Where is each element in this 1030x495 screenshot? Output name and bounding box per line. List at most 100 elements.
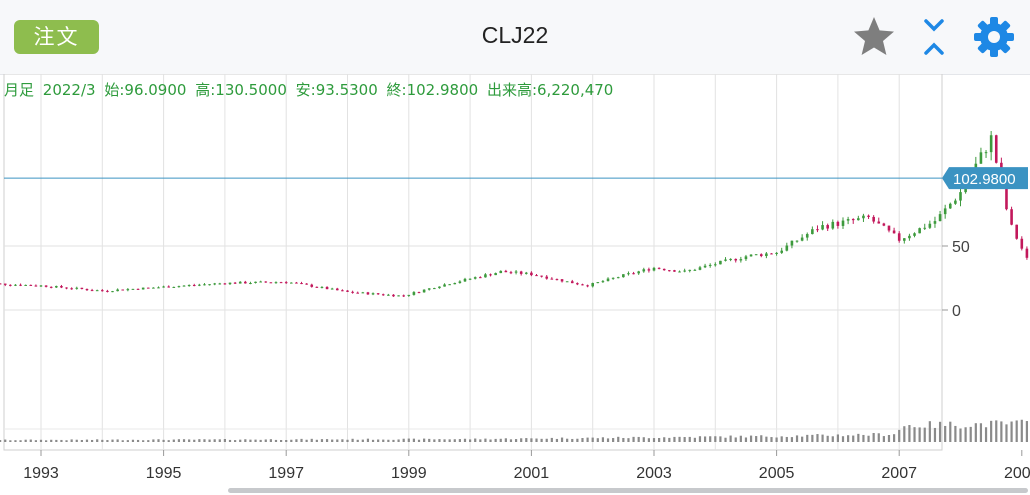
candle-body: [443, 284, 446, 287]
candle-body: [361, 292, 365, 294]
volume-bar: [739, 435, 742, 442]
candle-body: [749, 254, 753, 257]
x-tick-label: 2007: [881, 465, 917, 482]
plot-area: [3, 74, 943, 451]
volume-bar: [658, 437, 661, 442]
candle-body: [376, 293, 380, 295]
candle-body: [192, 285, 196, 287]
star-icon[interactable]: [851, 14, 897, 60]
candle-body: [734, 258, 738, 261]
volume-bar: [412, 438, 416, 442]
candle-body: [427, 288, 431, 290]
candle-body: [841, 220, 845, 226]
candle-body: [765, 253, 768, 257]
candle-body: [0, 283, 2, 285]
candle-body: [80, 287, 84, 289]
candle-body: [514, 271, 518, 273]
volume-bar: [218, 439, 221, 442]
volume-bar: [254, 439, 257, 442]
horizontal-scrollbar[interactable]: [228, 488, 1028, 493]
candle-body: [238, 281, 242, 284]
candle-body: [233, 282, 237, 284]
volume-bar: [560, 437, 564, 442]
candle-body: [438, 286, 441, 289]
candle-body: [714, 264, 717, 266]
volume-bar: [9, 440, 12, 442]
candle-body: [795, 240, 799, 242]
order-button[interactable]: 注文: [14, 20, 99, 54]
candle-body: [136, 288, 140, 290]
candle-body: [984, 152, 988, 154]
candle-body: [504, 270, 508, 273]
volume-bar: [382, 439, 385, 442]
volume-bar: [719, 436, 722, 442]
candle-body: [453, 283, 457, 285]
volume-bar: [458, 439, 461, 442]
volume-bar: [535, 438, 538, 442]
app-header: 注文 CLJ22: [0, 0, 1030, 75]
volume-bar: [392, 439, 395, 442]
candle-body: [381, 294, 385, 296]
volume-bar: [826, 435, 829, 442]
volume-bar: [239, 439, 242, 442]
bar-date: 2022/3: [42, 81, 96, 99]
volume-bar: [949, 421, 952, 442]
candle-body: [228, 282, 232, 285]
volume-bar: [811, 434, 814, 442]
candle-body: [315, 286, 319, 288]
candle-body: [274, 282, 278, 284]
candle-body: [770, 253, 773, 255]
volume-bar: [142, 440, 145, 442]
volume-bar: [918, 427, 921, 442]
candle-body: [785, 245, 789, 251]
volume-bar: [60, 439, 63, 442]
x-tick-label: 1997: [268, 465, 304, 482]
candle-body: [126, 289, 130, 291]
candle-body: [387, 294, 390, 296]
candle-body: [412, 292, 416, 295]
volume-bar: [24, 439, 27, 442]
volume-bar: [341, 439, 344, 442]
candle-body: [698, 267, 702, 270]
volume-bar: [45, 440, 48, 442]
gear-icon[interactable]: [971, 14, 1017, 60]
volume-bar: [80, 439, 83, 442]
volume-bar: [198, 439, 201, 442]
candle-body: [111, 291, 114, 293]
volume-bar: [1025, 421, 1029, 442]
candle-body: [484, 274, 487, 278]
volume-bar: [545, 438, 548, 442]
candle-body: [356, 292, 360, 294]
candle-body: [816, 229, 819, 231]
volume-bar: [203, 439, 206, 442]
candle-body: [719, 260, 722, 265]
candle-body: [754, 254, 758, 256]
candle-body: [39, 285, 43, 287]
volume-bar: [469, 439, 472, 442]
volume-bar: [106, 440, 109, 442]
collapse-icon[interactable]: [911, 14, 957, 60]
candle-body: [75, 287, 79, 289]
candle-body: [290, 282, 293, 284]
candle-body: [565, 281, 569, 283]
candle-body: [264, 281, 268, 283]
candle-body: [152, 287, 155, 289]
price-chart[interactable]: 102.9800 0 50 1993 1995 1997 1999 2001 2003 2005 2…: [0, 74, 1030, 488]
volume-bar: [29, 439, 32, 442]
volume-bar: [152, 439, 155, 442]
candle-body: [305, 283, 308, 285]
candle-body: [739, 259, 743, 261]
candle-body: [468, 278, 472, 280]
candle-body: [392, 294, 395, 297]
volume-bar: [208, 439, 211, 442]
candle-body: [121, 289, 125, 291]
candle-body: [157, 287, 160, 289]
candle-body: [683, 270, 686, 272]
volume-bar: [852, 435, 855, 442]
candle-body: [213, 283, 216, 285]
candle-body: [943, 208, 947, 215]
candle-body: [632, 273, 635, 275]
candle-body: [509, 272, 513, 274]
volume-bar: [366, 438, 370, 442]
volume-bar: [75, 439, 78, 442]
